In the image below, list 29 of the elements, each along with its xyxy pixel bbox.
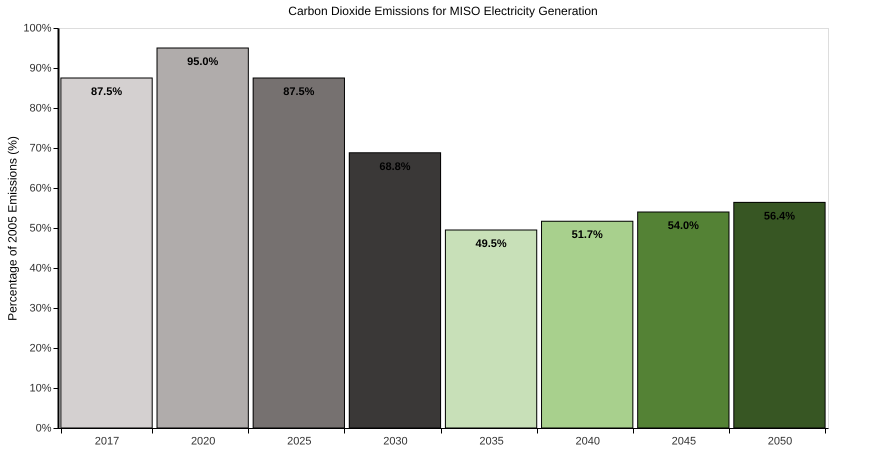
x-tick-label: 2040 [575, 436, 600, 448]
data-label: 87.5% [283, 86, 315, 98]
data-label: 51.7% [572, 229, 603, 242]
data-label: 49.5% [475, 238, 507, 250]
chart-title: Carbon Dioxide Emissions for MISO Electricity Generation [288, 4, 598, 18]
y-tick-label: 40% [29, 262, 52, 274]
x-tick-label: 2050 [768, 436, 792, 448]
y-tick-label: 100% [23, 22, 52, 34]
y-tick-label: 90% [29, 62, 52, 74]
data-label: 68.8% [379, 160, 411, 173]
y-tick-label: 80% [29, 102, 52, 114]
x-tick-label: 2045 [672, 436, 696, 448]
y-tick-label: 0% [36, 422, 52, 434]
x-tick-label: 2017 [94, 436, 120, 448]
x-tick-label: 2020 [190, 436, 216, 448]
data-label: 87.5% [90, 86, 122, 98]
data-label: 95.0% [187, 56, 218, 68]
data-label: 56.4% [764, 210, 796, 222]
y-tick-label: 60% [29, 182, 52, 194]
data-label: 54.0% [668, 220, 700, 232]
x-tick-label: 2030 [383, 436, 408, 448]
x-tick-label: 2035 [479, 436, 504, 448]
y-tick-label: 10% [29, 382, 52, 394]
y-tick-label: 70% [29, 142, 52, 154]
y-axis-title: Percentage of 2005 Emissions (%) [5, 136, 20, 321]
y-tick-label: 30% [29, 302, 52, 314]
y-tick-label: 50% [29, 222, 52, 234]
x-tick-label: 2025 [287, 436, 312, 448]
y-tick-label: 20% [29, 342, 52, 354]
